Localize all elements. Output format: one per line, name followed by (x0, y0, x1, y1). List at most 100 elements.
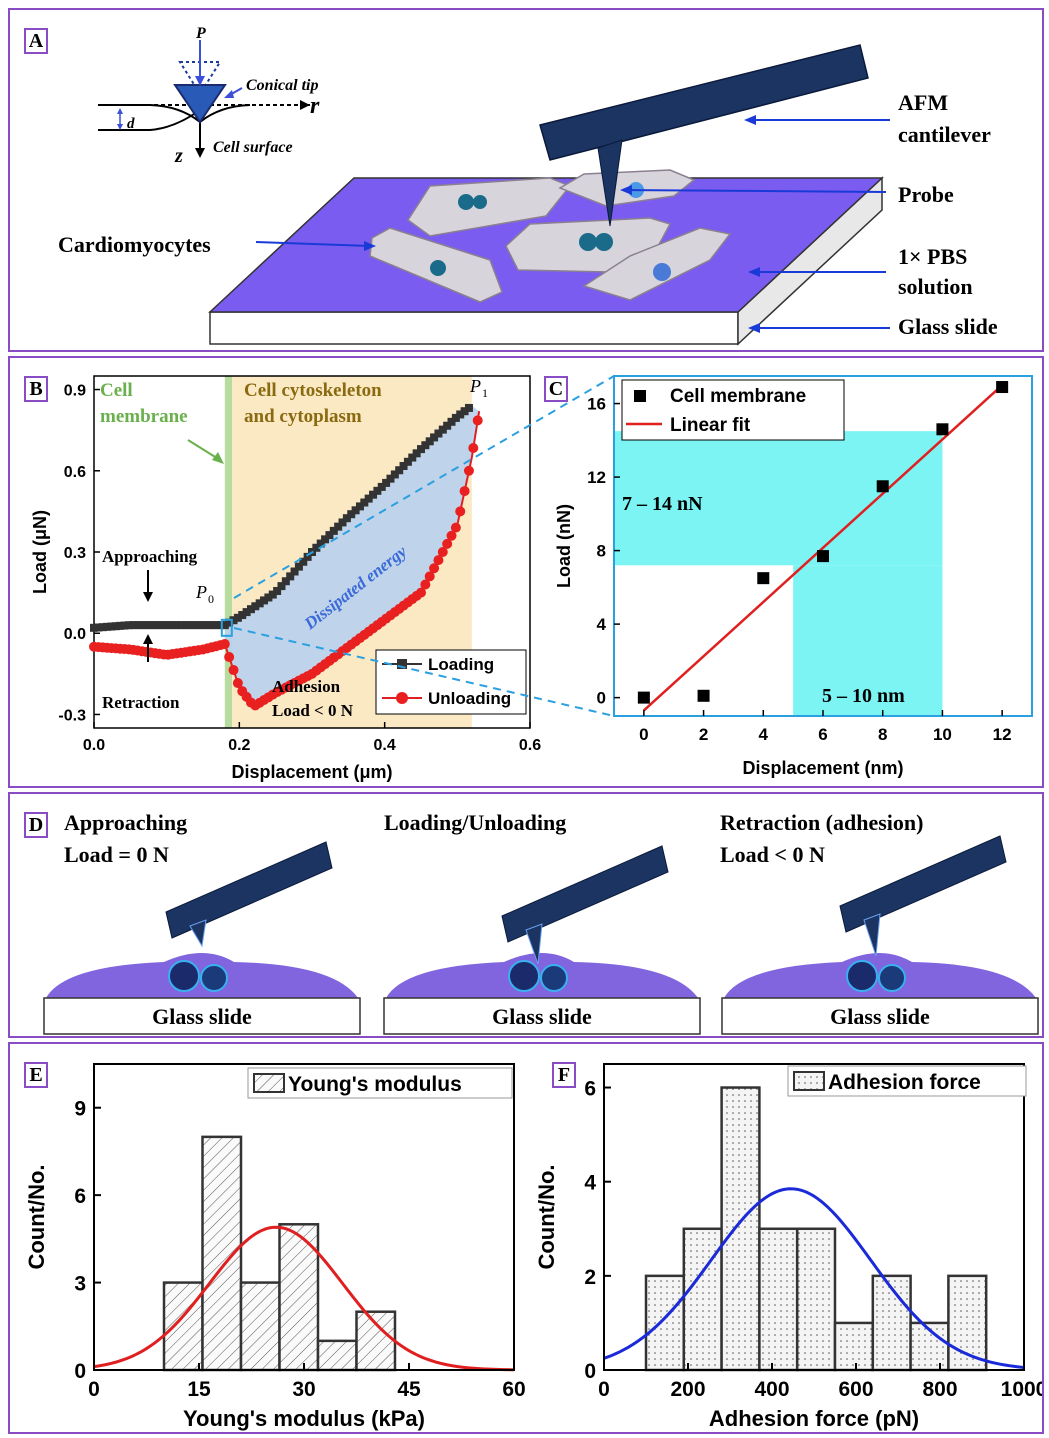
p1-label: P (469, 376, 481, 396)
x-tick-label: 0 (88, 1378, 100, 1401)
loading-point (251, 602, 260, 611)
loading-point (395, 466, 404, 475)
legend-swatch (253, 1073, 285, 1093)
loading-point (460, 407, 469, 416)
adhesion-label-1: Adhesion (272, 677, 341, 696)
loading-point (447, 417, 456, 426)
y-tick-label: 2 (584, 1266, 596, 1289)
loading-point (225, 618, 234, 627)
loading-point (185, 621, 194, 630)
loading-point (111, 622, 120, 631)
unloading-point (424, 571, 435, 582)
loading-point (421, 441, 430, 450)
legend-unloading-marker (396, 692, 408, 704)
x-tick-label: 400 (754, 1378, 789, 1401)
loading-point (338, 518, 347, 527)
retraction-label: Retraction (102, 693, 180, 712)
disp-range-label: 5 – 10 nm (822, 685, 905, 707)
loading-point (216, 621, 225, 630)
glass-slide-label: Glass slide (152, 1004, 252, 1029)
loading-point (403, 457, 412, 466)
unloading-point (429, 563, 440, 574)
unloading-point (437, 547, 448, 557)
loading-point (347, 510, 356, 519)
x-tick-label-c: 10 (933, 725, 952, 744)
unloading-point (224, 652, 235, 663)
y-tick-label-b: 0.9 (64, 383, 86, 400)
histogram-bar (833, 1321, 875, 1372)
unloading-point (219, 639, 230, 650)
glass-slide-label: Glass slide (492, 1004, 592, 1029)
probe-tip (525, 923, 543, 965)
nucleus (540, 964, 568, 992)
approaching-arrowhead (143, 592, 153, 602)
unloading-point (446, 530, 457, 541)
loading-point (386, 474, 395, 483)
loading-point (181, 621, 190, 630)
membrane-region (224, 376, 233, 728)
unloading-point (450, 522, 461, 533)
cytoplasm-label-1: Cell cytoskeleton (244, 380, 382, 401)
legend-loading-text: Loading (428, 655, 494, 674)
load-range-band (614, 431, 943, 566)
panel-bc: 0.0 0.2 0.4 0.6 -0.3 0.0 0.3 0.6 0.9 Displacement… (8, 356, 1044, 788)
load-range-label: 7 – 14 nN (622, 493, 703, 515)
stage-title: Loading/Unloading (384, 810, 566, 835)
inset-r-label: r (310, 93, 320, 119)
unloading-point (468, 443, 479, 454)
loading-point (238, 611, 247, 620)
loading-point (412, 449, 421, 458)
loading-point (116, 621, 125, 630)
zoom-line-bottom (233, 627, 615, 717)
loading-point (334, 522, 343, 531)
pointer-arrowheads (364, 115, 760, 333)
y-tick-label: 9 (74, 1098, 86, 1121)
panel-ef: 0 15 30 45 60 0 3 6 9 Young's modulus (kPa) Count/… (8, 1042, 1047, 1434)
x-tick-label-c: 4 (759, 725, 769, 744)
nucleus (508, 960, 540, 992)
stage-1: Approaching Load = 0 N Glass slide (43, 810, 361, 1035)
y-tick-label-b: 0.3 (64, 545, 86, 562)
legend-fit-text: Linear fit (670, 415, 751, 436)
cytoplasm-label-2: and cytoplasm (244, 406, 362, 427)
loading-point (443, 421, 452, 430)
loading-point (290, 567, 299, 576)
glass-slide (383, 997, 701, 1035)
loading-point (133, 621, 142, 630)
unloading-point (232, 678, 243, 689)
loading-point (194, 621, 203, 630)
p0-subscript: 0 (208, 592, 214, 606)
panel-a: P Conical tip r d z Cell surface (8, 8, 1044, 352)
loading-point (229, 616, 238, 625)
cardiomyocytes-label: Cardiomyocytes (58, 232, 211, 257)
legend-c (621, 379, 845, 441)
gaussian-fit (603, 1187, 1025, 1369)
x-tick-label: 600 (838, 1378, 873, 1401)
loading-point (316, 539, 325, 548)
panel-a-figure: P Conical tip r d z Cell surface (58, 25, 998, 346)
membrane-point (697, 689, 710, 702)
x-tick-label: 800 (922, 1378, 957, 1401)
loading-point (242, 608, 251, 617)
disp-range-band (793, 565, 943, 716)
loading-point (281, 577, 290, 586)
y-axis-label: Count/No. (24, 1164, 49, 1269)
x-axis-label: Adhesion force (pN) (709, 1406, 919, 1431)
membrane-label-1: Cell (100, 380, 133, 401)
panel-d-label: D (24, 812, 48, 838)
probe-tip (863, 913, 881, 957)
plot-frame (603, 1063, 1025, 1371)
panel-e-label: E (24, 1062, 48, 1088)
inset-cell-surface-label: Cell surface (213, 139, 293, 156)
loading-point (98, 623, 107, 632)
y-tick-label-c: 0 (597, 689, 606, 708)
loading-point (360, 498, 369, 507)
glass-slide (721, 997, 1039, 1035)
loading-point (103, 622, 112, 631)
loading-point (151, 621, 160, 630)
loading-point (233, 613, 242, 622)
unloading-point (459, 486, 470, 497)
panel-bc-figure: 0.0 0.2 0.4 0.6 -0.3 0.0 0.3 0.6 0.9 Displacement… (30, 375, 1033, 782)
loading-point (246, 605, 255, 614)
cantilever (501, 845, 669, 943)
